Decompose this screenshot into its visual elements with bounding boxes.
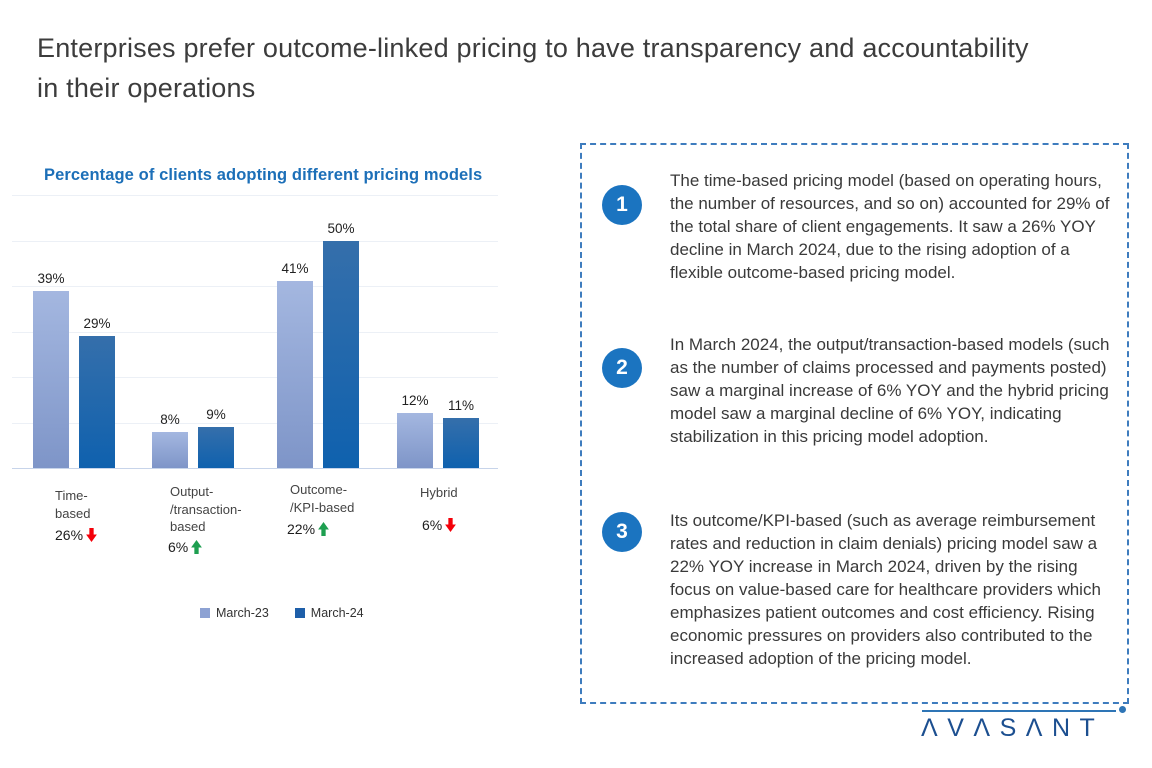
- yoy-change-time-based: 26%: [55, 527, 97, 543]
- category-label-line: /transaction-: [170, 501, 242, 517]
- gridline-10-percent: [12, 422, 498, 424]
- insight-text-1: The time-based pricing model (based on o…: [670, 171, 1110, 282]
- bar-chart-plot-area: 39% 8% 41% 12% 29% 9% 50% 11%: [12, 195, 498, 469]
- page-title: Enterprises prefer outcome-linked pricin…: [37, 33, 1029, 103]
- bar-value-label: 41%: [281, 261, 309, 277]
- bar-march-23-hybrid: [397, 413, 433, 468]
- arrow-down-icon: [445, 518, 457, 532]
- legend-item-march-23: March-23: [200, 606, 269, 620]
- bar-value-label: 9%: [206, 407, 226, 423]
- yoy-value: 26%: [55, 527, 84, 543]
- x-axis-baseline: [12, 468, 498, 469]
- bar-march-23-output-transaction-based: [152, 431, 188, 468]
- bar-march-23-outcome-kpi-based: [277, 281, 313, 468]
- bar-march-23-time-based: [33, 290, 69, 468]
- bar-value-label: 50%: [327, 220, 355, 236]
- legend-label: March-23: [216, 606, 269, 620]
- yoy-change-output-transaction-based: 6%: [168, 539, 203, 555]
- category-label-outcome-kpi-based: Outcome- /KPI-based: [290, 481, 354, 516]
- category-label-time-based: Time-based: [55, 487, 90, 522]
- insight-number-badge-1: 1: [602, 185, 642, 225]
- avasant-logo: ΛVΛSΛNT: [921, 714, 1105, 742]
- chart-legend: March-23 March-24: [200, 606, 364, 620]
- legend-label: March-24: [310, 606, 364, 620]
- yoy-change-hybrid: 6%: [422, 517, 457, 533]
- gridline-40-percent: [12, 286, 498, 287]
- gridline-30-percent: [12, 331, 498, 333]
- category-label-line: Output-: [170, 484, 214, 499]
- insight-box: 1 The time-based pricing model (based on…: [580, 143, 1129, 704]
- insight-number-badge-3: 3: [602, 512, 642, 552]
- gridline-60-percent: [12, 195, 498, 196]
- chart-title: Percentage of clients adopting different…: [44, 166, 483, 184]
- category-label-hybrid: Hybrid: [420, 484, 458, 502]
- legend-marker: [200, 608, 210, 618]
- category-label-line: based: [55, 505, 91, 521]
- bar-value-label: 39%: [37, 270, 65, 286]
- legend-marker: [294, 608, 305, 618]
- bar-march-24-outcome-kpi-based: [323, 240, 359, 468]
- yoy-value: 6%: [168, 539, 189, 555]
- bar-march-24-time-based: [79, 336, 115, 468]
- bar-march-24-output-transaction-based: [198, 427, 234, 468]
- category-label-output-transaction-based: Output- /transaction-based: [170, 483, 242, 536]
- category-label-line: Hybrid: [420, 485, 458, 500]
- insight-text-2: In March 2024, the output/transaction-ba…: [670, 335, 1110, 446]
- logo-dot: [1119, 706, 1126, 713]
- bar-march-24-hybrid: [443, 417, 479, 468]
- insight-number-badge-2: 2: [602, 348, 642, 388]
- arrow-down-icon: [86, 528, 97, 542]
- gridline-20-percent: [12, 377, 498, 378]
- category-label-line: based: [170, 519, 206, 534]
- insight-text-3: Its outcome/KPI-based (such as average r…: [670, 511, 1101, 668]
- arrow-up-icon: [318, 522, 329, 536]
- logo-rule-line: [922, 710, 1116, 712]
- arrow-up-icon: [191, 540, 203, 554]
- legend-item-march-24: March-24: [294, 606, 364, 620]
- bar-value-label: 11%: [447, 397, 475, 413]
- yoy-value: 6%: [422, 517, 443, 533]
- bar-value-label: 8%: [160, 411, 180, 427]
- category-label-line: Outcome-: [290, 482, 348, 497]
- category-label-line: Time-: [55, 488, 88, 503]
- yoy-value: 22%: [287, 521, 316, 537]
- category-label-line: /KPI-based: [290, 499, 355, 515]
- yoy-change-outcome-kpi-based: 22%: [287, 521, 329, 537]
- gridline-50-percent: [12, 240, 498, 242]
- bar-value-label: 29%: [83, 316, 111, 332]
- bar-value-label: 12%: [401, 393, 429, 409]
